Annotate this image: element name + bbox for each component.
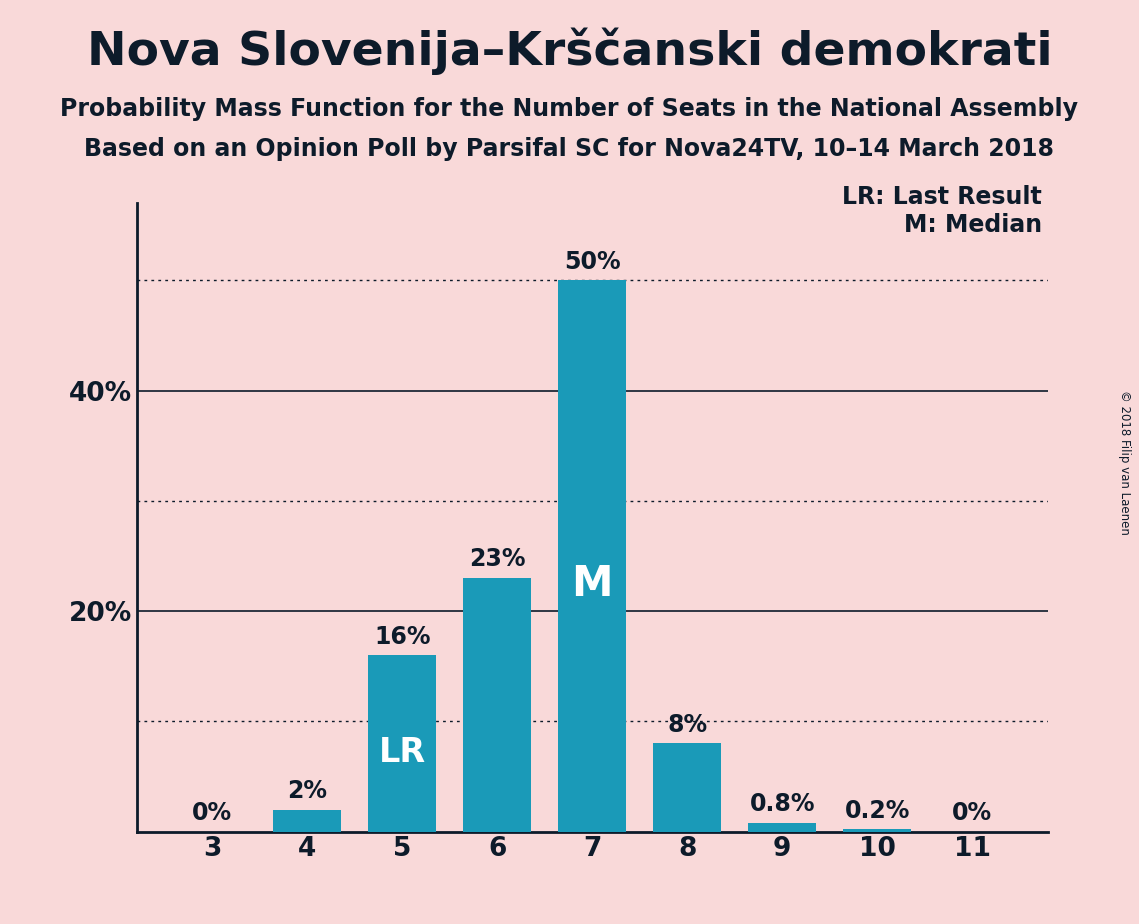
Text: Nova Slovenija–Krščanski demokrati: Nova Slovenija–Krščanski demokrati — [87, 28, 1052, 75]
Text: 0.2%: 0.2% — [845, 798, 910, 822]
Bar — [748, 822, 817, 832]
Bar — [653, 744, 721, 832]
Text: 0%: 0% — [192, 801, 232, 825]
Text: 8%: 8% — [667, 712, 707, 736]
Bar — [558, 281, 626, 832]
Text: Probability Mass Function for the Number of Seats in the National Assembly: Probability Mass Function for the Number… — [60, 97, 1079, 121]
Text: 0.8%: 0.8% — [749, 792, 816, 816]
Text: 0%: 0% — [952, 801, 992, 825]
Text: LR: LR — [379, 736, 426, 769]
Bar — [464, 578, 532, 832]
Text: 23%: 23% — [469, 547, 525, 571]
Text: M: M — [572, 563, 613, 604]
Text: 16%: 16% — [374, 625, 431, 649]
Text: Based on an Opinion Poll by Parsifal SC for Nova24TV, 10–14 March 2018: Based on an Opinion Poll by Parsifal SC … — [84, 137, 1055, 161]
Text: 2%: 2% — [287, 779, 327, 803]
Text: M: Median: M: Median — [904, 213, 1042, 237]
Text: 50%: 50% — [564, 249, 621, 274]
Text: © 2018 Filip van Laenen: © 2018 Filip van Laenen — [1118, 390, 1131, 534]
Bar — [368, 655, 436, 832]
Bar — [273, 809, 342, 832]
Text: LR: Last Result: LR: Last Result — [843, 185, 1042, 209]
Bar — [843, 830, 911, 832]
